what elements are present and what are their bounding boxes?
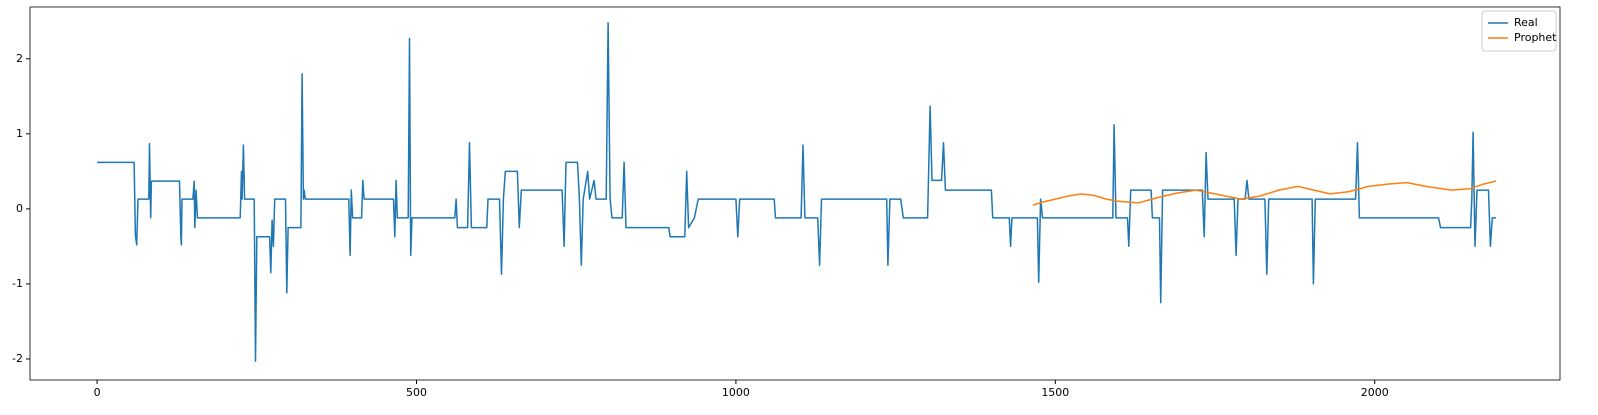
line-series bbox=[97, 22, 1497, 362]
legend-label: Prophet bbox=[1514, 31, 1557, 44]
line-series bbox=[1032, 180, 1497, 206]
legend-box bbox=[1481, 10, 1557, 52]
legend-label: Real bbox=[1514, 16, 1538, 29]
y-tick-label: 1 bbox=[16, 127, 23, 140]
x-tick-label: 2000 bbox=[1361, 386, 1389, 399]
y-tick-label: -1 bbox=[12, 277, 23, 290]
plot-frame bbox=[29, 6, 1561, 381]
x-tick-label: 1500 bbox=[1041, 386, 1069, 399]
y-tick-label: 2 bbox=[16, 52, 23, 65]
x-tick-label: 1000 bbox=[722, 386, 750, 399]
y-tick-label: 0 bbox=[16, 202, 23, 215]
x-tick-label: 500 bbox=[406, 386, 427, 399]
x-tick-label: 0 bbox=[94, 386, 101, 399]
y-tick-label: -2 bbox=[12, 352, 23, 365]
